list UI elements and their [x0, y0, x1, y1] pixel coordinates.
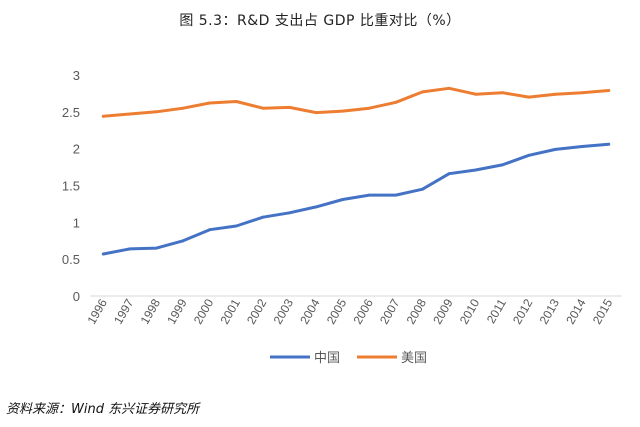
x-tick-label: 2015 [590, 296, 616, 326]
data-point [314, 205, 318, 209]
data-point [527, 153, 531, 157]
x-tick-label: 2006 [350, 296, 376, 326]
x-tick-label: 1999 [164, 296, 190, 326]
series-china [101, 142, 611, 256]
data-point [128, 247, 132, 251]
y-tick-label: 1.5 [62, 179, 80, 194]
x-tick-label: 1996 [84, 296, 110, 326]
y-axis: 0 0.5 1 1.5 2 2.5 3 [62, 68, 80, 304]
data-point [367, 106, 371, 110]
x-tick-label: 1997 [111, 296, 137, 326]
series-line [101, 86, 611, 118]
y-tick-label: 1 [73, 215, 80, 230]
data-point [234, 224, 238, 228]
series-line [101, 142, 611, 256]
y-tick-label: 0.5 [62, 252, 80, 267]
data-point [341, 109, 345, 113]
chart-title: 图 5.3：R&D 支出占 GDP 比重对比（%） [179, 13, 461, 29]
x-tick-label: 2003 [271, 296, 297, 326]
y-tick-label: 2.5 [62, 105, 80, 120]
data-point [367, 193, 371, 197]
data-point [580, 91, 584, 95]
data-point [101, 114, 105, 118]
data-point [394, 193, 398, 197]
source-note: 资料来源：Wind 东兴证券研究所 [6, 402, 200, 417]
data-point [554, 92, 557, 96]
data-point [181, 239, 185, 243]
data-point [155, 246, 158, 250]
x-tick-label: 2011 [484, 296, 509, 326]
data-point [447, 86, 451, 90]
data-point [500, 91, 504, 95]
data-point [500, 163, 504, 167]
x-tick-label: 2001 [217, 296, 243, 326]
x-tick-label: 2002 [244, 296, 270, 326]
data-point [607, 89, 611, 92]
x-tick-label: 2004 [297, 296, 323, 326]
series-usa [101, 86, 611, 118]
data-point [394, 100, 398, 104]
y-tick-label: 3 [73, 68, 80, 83]
legend-label-china: 中国 [314, 351, 340, 366]
x-tick-label: 2013 [537, 296, 563, 326]
data-point [208, 101, 212, 105]
data-point [314, 111, 318, 114]
x-tick-label: 1998 [138, 296, 164, 326]
data-point [341, 198, 345, 201]
series-layer [101, 86, 611, 256]
x-tick-label: 2000 [191, 296, 217, 326]
data-point [607, 142, 611, 146]
data-point [181, 106, 185, 110]
x-tick-label: 2007 [377, 296, 403, 326]
x-tick-label: 2008 [404, 296, 430, 326]
legend: 中国 美国 [270, 351, 427, 366]
data-point [261, 215, 265, 219]
x-tick-label: 2005 [324, 296, 350, 326]
data-point [128, 112, 132, 116]
legend-label-usa: 美国 [401, 351, 427, 366]
data-point [101, 252, 105, 256]
data-point [527, 95, 531, 99]
y-tick-label: 0 [73, 289, 80, 304]
data-point [474, 92, 478, 96]
x-tick-label: 2014 [563, 296, 589, 326]
data-point [208, 228, 212, 232]
data-point [580, 145, 584, 148]
x-axis: 1996 1997 1998 1999 2000 2001 2002 2003 2004 2005… [84, 296, 615, 326]
data-point [288, 211, 291, 215]
data-point [554, 148, 557, 151]
data-point [447, 172, 451, 176]
data-point [288, 106, 291, 109]
x-tick-label: 2009 [430, 296, 456, 326]
x-tick-label: 2010 [457, 296, 483, 326]
data-point [261, 106, 265, 110]
data-point [234, 100, 238, 103]
data-point [155, 110, 158, 114]
data-point [421, 90, 424, 94]
data-point [474, 168, 478, 172]
x-tick-label: 2012 [510, 296, 536, 326]
y-tick-label: 2 [73, 142, 80, 157]
data-point [421, 187, 424, 191]
